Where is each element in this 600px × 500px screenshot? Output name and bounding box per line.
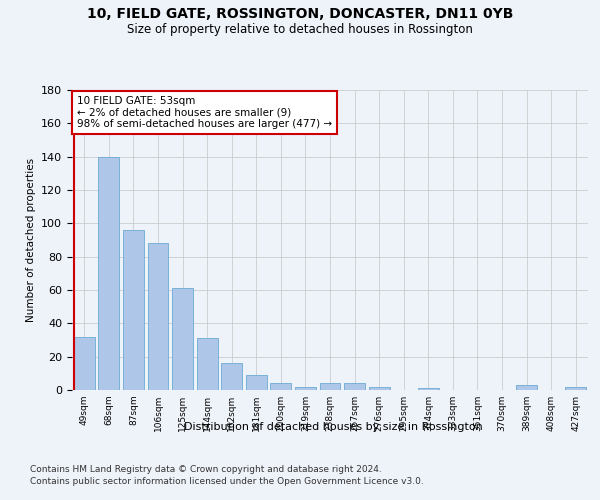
Bar xyxy=(271,384,292,390)
Bar xyxy=(368,386,389,390)
Bar xyxy=(320,384,340,390)
Text: 10, FIELD GATE, ROSSINGTON, DONCASTER, DN11 0YB: 10, FIELD GATE, ROSSINGTON, DONCASTER, D… xyxy=(87,8,513,22)
Text: Contains public sector information licensed under the Open Government Licence v3: Contains public sector information licen… xyxy=(30,478,424,486)
Bar xyxy=(74,336,95,390)
Text: Size of property relative to detached houses in Rossington: Size of property relative to detached ho… xyxy=(127,22,473,36)
Bar xyxy=(221,364,242,390)
Text: 10 FIELD GATE: 53sqm
← 2% of detached houses are smaller (9)
98% of semi-detache: 10 FIELD GATE: 53sqm ← 2% of detached ho… xyxy=(77,96,332,129)
Bar xyxy=(295,386,316,390)
Bar xyxy=(516,385,537,390)
Bar xyxy=(246,375,267,390)
Bar xyxy=(98,156,119,390)
Bar xyxy=(197,338,218,390)
Bar xyxy=(123,230,144,390)
Bar xyxy=(172,288,193,390)
Bar xyxy=(148,244,169,390)
Text: Contains HM Land Registry data © Crown copyright and database right 2024.: Contains HM Land Registry data © Crown c… xyxy=(30,465,382,474)
Text: Distribution of detached houses by size in Rossington: Distribution of detached houses by size … xyxy=(184,422,482,432)
Bar xyxy=(418,388,439,390)
Bar xyxy=(565,386,586,390)
Bar xyxy=(344,384,365,390)
Y-axis label: Number of detached properties: Number of detached properties xyxy=(26,158,35,322)
